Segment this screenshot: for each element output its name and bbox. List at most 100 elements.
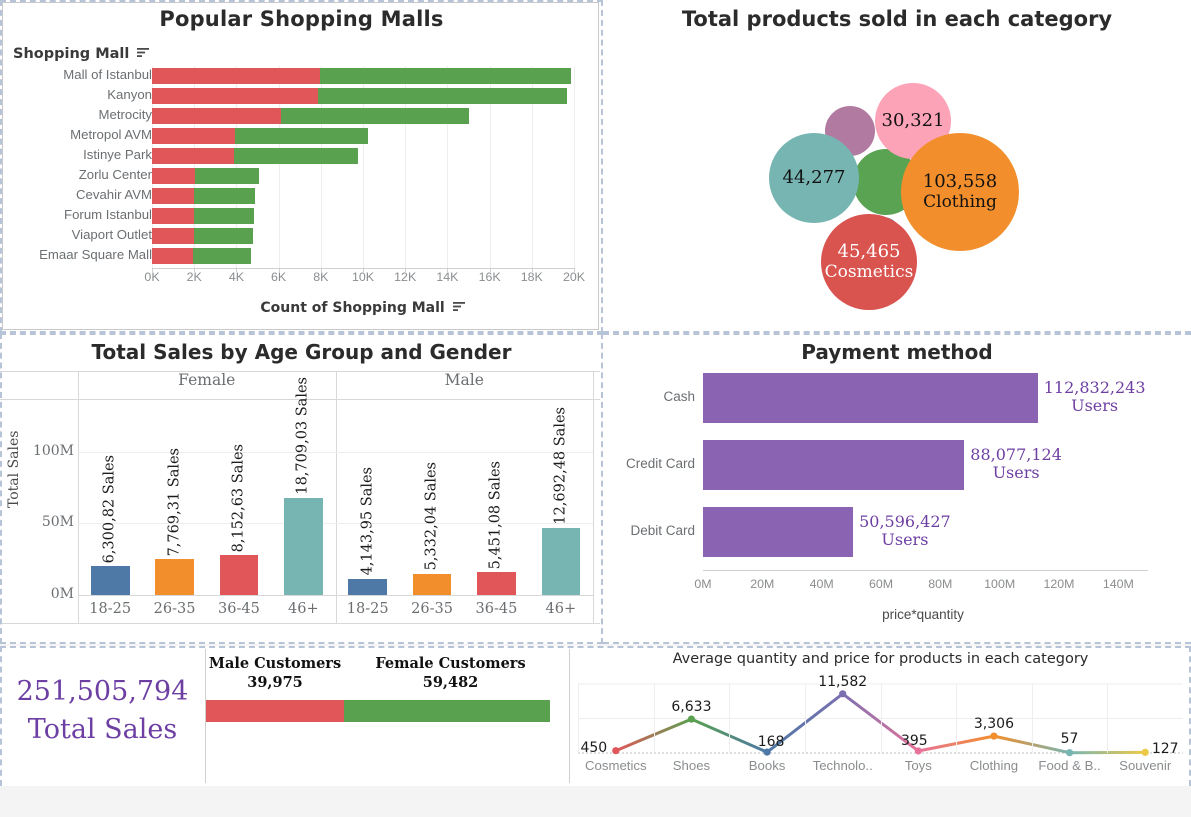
gender-stacked-bar[interactable] [205, 700, 550, 722]
bar-segment-female[interactable] [195, 168, 259, 184]
gender-bar-segment[interactable] [205, 700, 344, 722]
bar-segment-female[interactable] [193, 248, 251, 264]
panel-products-sold-per-category[interactable]: Total products sold in each category 30,… [603, 0, 1191, 333]
shopping-mall-field-label[interactable]: Shopping Mall [13, 46, 150, 62]
gender-panel-header: Male [444, 371, 484, 389]
line-value-label: 57 [1060, 730, 1079, 747]
payment-bar[interactable] [703, 373, 1038, 423]
line-category-label[interactable]: Souvenir [1119, 758, 1172, 773]
bar-segment-female[interactable] [235, 128, 369, 144]
mall-stacked-bar[interactable] [152, 248, 251, 264]
sort-icon[interactable] [452, 300, 466, 316]
age-group-bar[interactable]: 6,300,82 Sales [90, 455, 130, 595]
line-data-point[interactable] [990, 732, 998, 740]
panel-customers-by-gender[interactable]: Male Customers 39,975 Female Customers 5… [205, 646, 570, 786]
mall-bar-row[interactable]: Zorlu Center [0, 166, 603, 186]
age-group-bar[interactable]: 5,332,04 Sales [412, 462, 452, 595]
panel-popular-shopping-malls[interactable]: Popular Shopping Malls Shopping Mall Mal… [0, 0, 603, 333]
age-group-bar[interactable]: 7,769,31 Sales [155, 448, 194, 595]
x-axis-tick [405, 268, 407, 272]
bar-segment-male[interactable] [152, 88, 319, 104]
mall-name-label: Kanyon [107, 87, 152, 102]
gridline [236, 66, 238, 269]
line-category-label[interactable]: Shoes [672, 758, 711, 773]
line-data-point[interactable] [914, 747, 922, 755]
bar-segment-male[interactable] [152, 68, 320, 84]
mall-stacked-bar[interactable] [152, 188, 256, 204]
bar-segment-female[interactable] [194, 188, 256, 204]
mall-bar-row[interactable]: Kanyon [0, 86, 603, 106]
mall-bar-row[interactable]: Cevahir AVM [0, 186, 603, 206]
bar-segment-male[interactable] [152, 148, 234, 164]
sort-icon[interactable] [137, 46, 150, 62]
mall-bar-row[interactable]: Mall of Istanbul [0, 66, 603, 86]
bar-segment-female[interactable] [193, 208, 254, 224]
line-data-point[interactable] [1141, 748, 1149, 756]
gender-bar-segment[interactable] [343, 700, 550, 722]
mall-stacked-bar[interactable] [152, 208, 254, 224]
mall-stacked-bar[interactable] [152, 68, 571, 84]
age-group-bar[interactable]: 8,152,63 Sales [219, 444, 259, 595]
bar-segment-female[interactable] [319, 68, 571, 84]
age-group-bar[interactable]: 18,709,03 Sales [284, 377, 323, 595]
age-group-x-label: 26-35 [411, 601, 453, 617]
age-group-bar[interactable]: 4,143,95 Sales [348, 467, 387, 595]
line-data-point[interactable] [763, 748, 771, 756]
line-value-label: 450 [580, 739, 608, 756]
panel-total-sales-kpi[interactable]: 251,505,794 Total Sales [0, 646, 205, 786]
bar-value-label: 5,332,04 Sales [423, 462, 440, 571]
gender-panel-header: Female [178, 371, 236, 389]
category-bubble[interactable]: 44,277 [769, 133, 859, 223]
line-category-label[interactable]: Technolo.. [812, 758, 873, 773]
panel-payment-method[interactable]: Payment method Cash 112,832,243 Users Credi… [603, 333, 1191, 644]
payment-bar[interactable] [703, 507, 854, 557]
bar-segment-male[interactable] [152, 128, 236, 144]
mall-bar-row[interactable]: Forum Istanbul [0, 206, 603, 226]
line-data-point[interactable] [612, 747, 620, 755]
mall-bar-row[interactable]: Istinye Park [0, 146, 603, 166]
line-data-point[interactable] [687, 715, 696, 723]
bar-segment-male[interactable] [152, 108, 282, 124]
category-bubble[interactable]: 45,465 Cosmetics [821, 214, 917, 310]
header-line [0, 399, 600, 400]
bar-segment-male[interactable] [152, 188, 195, 204]
line-category-label[interactable]: Cosmetics [585, 758, 647, 773]
bar-segment-male[interactable] [152, 168, 196, 184]
mall-stacked-bar[interactable] [152, 108, 469, 124]
age-group-bar[interactable]: 5,451,08 Sales [477, 461, 516, 595]
line-category-label[interactable]: Clothing [969, 758, 1019, 773]
panel-sales-by-age-and-gender[interactable]: Total Sales by Age Group and Gender Tota… [0, 333, 603, 644]
mall-bar-row[interactable]: Emaar Square Mall [0, 246, 603, 266]
mall-stacked-bar[interactable] [152, 228, 253, 244]
bar-segment-male[interactable] [152, 248, 194, 264]
bar-segment-male[interactable] [152, 208, 194, 224]
mall-bar-row[interactable]: Viaport Outlet [0, 226, 603, 246]
bar-segment-male[interactable] [152, 228, 194, 244]
bar-segment-female[interactable] [233, 148, 358, 164]
line-data-point[interactable] [839, 690, 847, 698]
category-separator [1031, 684, 1033, 753]
panel-avg-quantity-price[interactable]: Average quantity and price for products … [570, 646, 1191, 786]
line-data-point[interactable] [1065, 749, 1074, 757]
mall-stacked-bar[interactable] [152, 128, 369, 144]
mall-bar-row[interactable]: Metropol AVM [0, 126, 603, 146]
mall-bar-row[interactable]: Metrocity [0, 106, 603, 126]
bar-segment-female[interactable] [281, 108, 469, 124]
line-category-label[interactable]: Books [748, 758, 786, 773]
line-category-label[interactable]: Food & B.. [1038, 758, 1101, 773]
x-axis-tick-label: 8K [313, 270, 329, 284]
gridline [320, 66, 322, 269]
bar-segment-female[interactable] [318, 88, 567, 104]
x-axis-tick-label: 120M [1043, 577, 1075, 591]
bar-segment-female[interactable] [193, 228, 253, 244]
bubble-category-label: Clothing [923, 191, 997, 212]
line-category-label[interactable]: Toys [904, 758, 932, 773]
mall-stacked-bar[interactable] [152, 148, 358, 164]
category-bubble[interactable]: 103,558 Clothing [901, 133, 1019, 251]
x-axis-tick-label: 80M [928, 577, 953, 591]
payment-bar[interactable] [703, 440, 965, 490]
age-group-bar[interactable]: 12,692,48 Sales [541, 407, 581, 595]
mall-stacked-bar[interactable] [152, 168, 259, 184]
mall-stacked-bar[interactable] [152, 88, 567, 104]
